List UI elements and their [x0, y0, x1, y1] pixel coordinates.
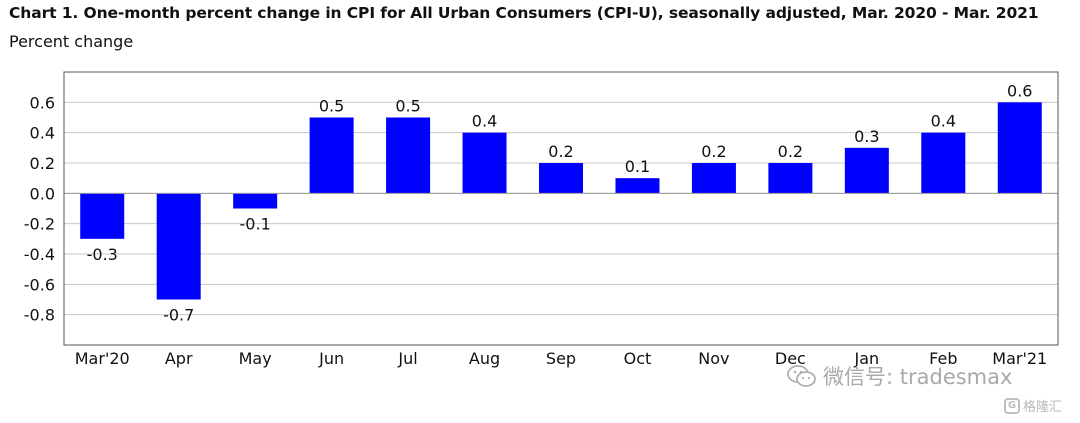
logo-text: 格隆汇	[1023, 400, 1063, 415]
x-tick-label: Aug	[469, 349, 500, 368]
bar-5	[386, 117, 431, 194]
gelonghui-logo-icon: G	[1004, 397, 1020, 414]
bar-12	[921, 132, 966, 194]
data-label: 0.2	[701, 142, 726, 161]
data-label: 0.5	[319, 97, 344, 116]
x-tick-label: Mar'20	[75, 349, 130, 368]
x-tick-labels: Mar'20 Apr May Jun Jul Aug Sep Oct Nov Dec Jan Feb M…	[75, 349, 1047, 368]
bar-6	[462, 132, 507, 194]
bar-8	[615, 178, 660, 194]
y-tick-label: 0.2	[30, 154, 55, 173]
wechat-watermark: 微信号: tradesmax	[787, 361, 1012, 391]
bar-9	[691, 163, 736, 194]
wechat-icon	[787, 365, 816, 387]
x-tick-label: Nov	[698, 349, 729, 368]
x-tick-label: Sep	[546, 349, 576, 368]
data-label: -0.1	[240, 215, 271, 234]
bar-4	[309, 117, 354, 194]
watermark-text: 微信号: tradesmax	[823, 365, 1013, 389]
data-label: -0.7	[163, 306, 194, 325]
chart-title: Chart 1. One-month percent change in CPI…	[9, 4, 1039, 22]
plot-frame	[63, 71, 1059, 346]
x-tick-label: Jan	[854, 349, 880, 368]
data-label: 0.2	[548, 142, 573, 161]
x-tick-label: Apr	[165, 349, 193, 368]
y-axis-unit-label: Percent change	[9, 32, 134, 51]
y-tick-label: -0.6	[24, 275, 55, 294]
x-tick-label: Dec	[775, 349, 806, 368]
data-label: 0.6	[1007, 81, 1032, 100]
gelonghui-logo: G 格隆汇	[1004, 396, 1062, 415]
y-tick-label: -0.8	[24, 306, 55, 325]
x-tick-label: Jun	[318, 349, 344, 368]
x-tick-label: Oct	[624, 349, 652, 368]
data-label: 0.1	[625, 157, 650, 176]
bar-7	[539, 163, 583, 194]
data-label: 0.3	[854, 127, 879, 146]
y-tick-label: 0.6	[30, 93, 55, 112]
y-tick-label: 0.0	[30, 184, 55, 203]
bar-13	[997, 102, 1042, 194]
data-label: -0.3	[87, 245, 118, 264]
data-label: 0.4	[931, 112, 956, 131]
gridlines	[64, 101, 1058, 316]
bar-11	[844, 147, 889, 194]
bar-10	[768, 163, 813, 194]
y-tick-label: -0.2	[24, 215, 55, 234]
x-tick-label: May	[239, 349, 272, 368]
y-tick-label: 0.4	[30, 124, 55, 143]
bar-3	[233, 193, 278, 209]
bar-2	[156, 193, 201, 300]
bars	[80, 102, 1042, 300]
x-tick-label: Jul	[397, 349, 417, 368]
data-label: 0.4	[472, 112, 497, 131]
data-labels: -0.3 -0.7 -0.1 0.5 0.5 0.4 0.2 0.1 0.2 0.2 0.3 0.4 0…	[87, 81, 1033, 324]
bar-1	[80, 193, 125, 239]
data-label: 0.5	[395, 97, 420, 116]
data-label: 0.2	[778, 142, 803, 161]
x-tick-label: Feb	[929, 349, 957, 368]
y-tick-label: -0.4	[24, 245, 55, 264]
plot-border	[63, 71, 1059, 346]
x-tick-label: Mar'21	[992, 349, 1047, 368]
y-tick-labels: -0.8 -0.6 -0.4 -0.2 0.0 0.2 0.4 0.6	[24, 93, 55, 324]
